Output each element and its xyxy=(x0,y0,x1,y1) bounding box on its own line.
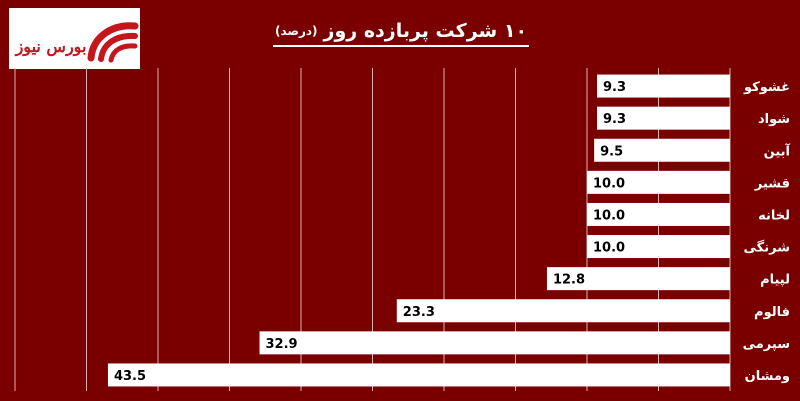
value-label: 10.0 xyxy=(593,241,625,256)
value-label: 12.8 xyxy=(553,273,585,288)
value-label: 23.3 xyxy=(403,305,435,320)
logo: بورس نیوز xyxy=(9,8,140,69)
value-label: 9.3 xyxy=(603,80,626,95)
category-label: غشوکو xyxy=(743,80,790,95)
bar xyxy=(594,138,730,162)
category-label: شرنگی xyxy=(744,240,790,256)
chart-title-group: ۱۰ شرکت پربازده روز (درصد) xyxy=(270,14,532,48)
value-label: 43.5 xyxy=(114,369,146,384)
category-label: آبین xyxy=(764,142,791,159)
category-label: سپرمی xyxy=(743,337,790,352)
value-label: 32.9 xyxy=(266,337,298,352)
category-label: لخانه xyxy=(758,208,790,223)
bar xyxy=(587,202,730,226)
category-label: فالوم xyxy=(754,305,790,320)
value-label: 9.3 xyxy=(603,112,626,127)
bar xyxy=(546,267,730,291)
category-label: قشیر xyxy=(754,176,790,191)
category-label: شواد xyxy=(758,112,790,127)
chart-title: ۱۰ شرکت پربازده روز xyxy=(323,20,528,42)
bar xyxy=(587,170,730,194)
logo-text: بورس نیوز xyxy=(15,37,87,57)
bar xyxy=(597,74,730,98)
bar xyxy=(107,363,730,387)
category-labels: غشوکو شواد آبین قشیر لخانه شرنگی لپیام فالوم سپر… xyxy=(743,80,791,384)
bar xyxy=(587,235,730,259)
value-label: 10.0 xyxy=(593,208,625,223)
value-labels: 9.3 9.3 9.5 10.0 10.0 10.0 12.8 23.3 32.9 43.5 xyxy=(114,80,626,384)
bar xyxy=(597,106,730,130)
chart-subtitle: (درصد) xyxy=(274,24,318,38)
title-underline xyxy=(273,45,529,47)
category-label: لپیام xyxy=(760,273,790,288)
category-label: ومشان xyxy=(745,369,790,384)
value-label: 10.0 xyxy=(593,176,625,191)
value-label: 9.5 xyxy=(600,144,623,159)
bar xyxy=(259,331,730,355)
bourse-news-logo-icon: بورس نیوز xyxy=(15,22,139,63)
bars xyxy=(107,74,730,387)
bar xyxy=(396,299,730,323)
